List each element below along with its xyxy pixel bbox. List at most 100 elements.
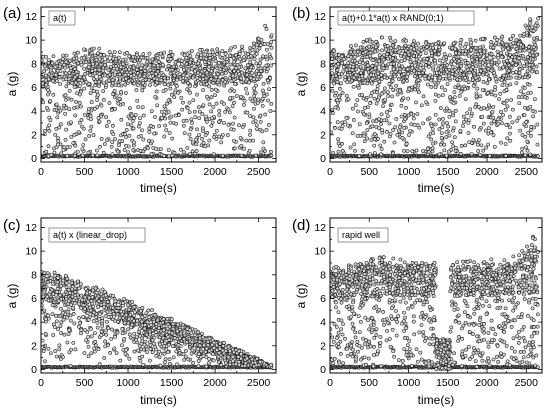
data-point [265, 57, 270, 62]
data-point [208, 56, 212, 60]
data-point [168, 120, 173, 125]
data-point [500, 121, 504, 126]
data-point [43, 129, 47, 133]
data-point [67, 328, 72, 332]
data-point [222, 120, 226, 125]
data-point [394, 117, 399, 121]
data-point [138, 334, 143, 338]
data-point [89, 117, 93, 122]
data-point [385, 52, 390, 56]
data-point [439, 131, 444, 136]
data-point [508, 131, 512, 136]
data-point [78, 83, 82, 88]
data-point [82, 351, 87, 355]
data-point [225, 133, 230, 138]
data-point [169, 92, 174, 97]
data-point [164, 67, 169, 72]
panel-label: (c) [3, 217, 21, 234]
data-point [142, 74, 147, 79]
data-point [458, 43, 463, 48]
data-point [369, 94, 373, 98]
data-point [102, 81, 106, 86]
data-point [42, 69, 47, 74]
data-point [64, 127, 68, 132]
data-point [241, 58, 246, 63]
data-point [511, 41, 516, 45]
data-point [89, 327, 93, 331]
data-point [185, 145, 190, 150]
data-point [243, 66, 248, 71]
data-point [330, 88, 335, 93]
data-point [472, 124, 476, 129]
data-point [532, 36, 536, 41]
data-point [443, 61, 447, 66]
data-point [373, 151, 377, 155]
data-point [66, 96, 71, 101]
data-point [358, 64, 363, 69]
data-point [94, 58, 99, 62]
data-point [393, 48, 398, 53]
data-point [230, 73, 235, 78]
data-point [494, 79, 499, 84]
data-point [377, 59, 381, 63]
data-point [41, 58, 44, 63]
data-point [213, 93, 217, 97]
data-point [89, 124, 94, 129]
data-point [207, 84, 211, 89]
data-point [480, 36, 485, 41]
data-point [374, 39, 378, 44]
data-point [174, 84, 179, 89]
x-tick-label: 2500 [247, 166, 271, 178]
data-point [209, 123, 214, 128]
data-point [385, 110, 389, 115]
data-point [514, 70, 519, 74]
data-point [131, 143, 136, 148]
data-point [77, 316, 81, 320]
plot-frame [40, 6, 277, 163]
data-point [98, 144, 102, 149]
data-point [477, 138, 481, 142]
data-point [370, 81, 374, 86]
data-point [71, 141, 76, 145]
data-point [461, 120, 466, 124]
data-point [500, 54, 504, 59]
data-point [233, 53, 238, 58]
data-point [442, 52, 447, 57]
data-point [362, 105, 367, 110]
data-point [191, 75, 195, 80]
data-point [147, 130, 152, 134]
data-point [197, 116, 202, 120]
data-point [154, 89, 159, 94]
data-point [198, 48, 203, 52]
data-point [395, 92, 400, 97]
data-point [249, 54, 253, 58]
data-point [215, 72, 220, 77]
data-point [231, 56, 236, 61]
data-point [433, 41, 438, 46]
y-tick-label: 2 [31, 129, 37, 141]
data-point [453, 47, 458, 52]
data-point [239, 143, 244, 148]
data-point [476, 149, 481, 153]
data-point [228, 88, 233, 93]
data-point [168, 86, 173, 91]
data-point [404, 106, 408, 110]
data-point [170, 344, 175, 349]
data-point [485, 81, 490, 86]
data-point [522, 86, 527, 90]
data-point [477, 127, 482, 132]
data-point [132, 59, 137, 63]
data-point [463, 143, 468, 148]
x-tick-label: 2500 [515, 166, 539, 178]
data-point [532, 40, 537, 45]
data-point [128, 335, 133, 340]
data-point [528, 90, 533, 95]
data-point [336, 57, 341, 62]
data-point [440, 85, 444, 90]
data-point [164, 128, 169, 132]
data-point [489, 68, 494, 73]
data-point [123, 348, 128, 352]
data-point [261, 54, 265, 59]
data-point [68, 66, 73, 70]
data-point [262, 42, 267, 46]
